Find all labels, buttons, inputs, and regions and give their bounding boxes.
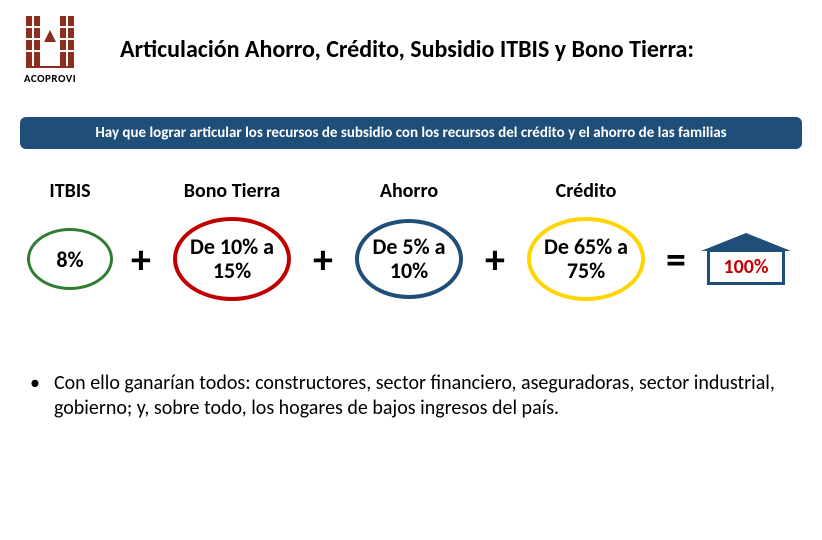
bullet-text: Con ello ganarían todos: constructores, …	[54, 371, 792, 421]
equation-row: 8% + De 10% a 15% + De 5% a 10% + De 65%…	[20, 217, 802, 301]
circle-bono: De 10% a 15%	[173, 217, 291, 301]
equation-headers: ITBIS Bono Tierra Ahorro Crédito	[20, 179, 802, 203]
circle-ahorro-text: De 5% a 10%	[359, 235, 459, 283]
equation: ITBIS Bono Tierra Ahorro Crédito 8% + De…	[0, 179, 822, 301]
circle-credito-text: De 65% a 75%	[531, 235, 641, 283]
result-house: 100%	[701, 233, 791, 285]
logo-text: ACOPROVI	[24, 72, 76, 85]
header-itbis: ITBIS	[20, 179, 120, 203]
banner: Hay que lograr articular los recursos de…	[20, 117, 802, 149]
circle-ahorro: De 5% a 10%	[355, 219, 463, 299]
page-title: Articulación Ahorro, Crédito, Subsidio I…	[120, 35, 694, 64]
circle-bono-text: De 10% a 15%	[177, 235, 287, 283]
op-plus-3: +	[474, 235, 516, 284]
bullet-point: • Con ello ganarían todos: constructores…	[30, 371, 792, 421]
circle-credito: De 65% a 75%	[527, 217, 645, 301]
logo: ACOPROVI	[10, 10, 90, 85]
header-credito: Crédito	[516, 179, 656, 203]
header-bono: Bono Tierra	[162, 179, 302, 203]
bullet-marker: •	[30, 371, 40, 421]
header-ahorro: Ahorro	[344, 179, 474, 203]
op-plus-1: +	[120, 235, 162, 284]
logo-building-icon	[20, 10, 80, 70]
op-plus-2: +	[302, 235, 344, 284]
result-text: 100%	[724, 255, 769, 279]
result-value: 100%	[707, 249, 785, 285]
op-equals: =	[656, 235, 696, 284]
header: ACOPROVI Articulación Ahorro, Crédito, S…	[0, 0, 822, 85]
circle-itbis: 8%	[27, 228, 113, 290]
